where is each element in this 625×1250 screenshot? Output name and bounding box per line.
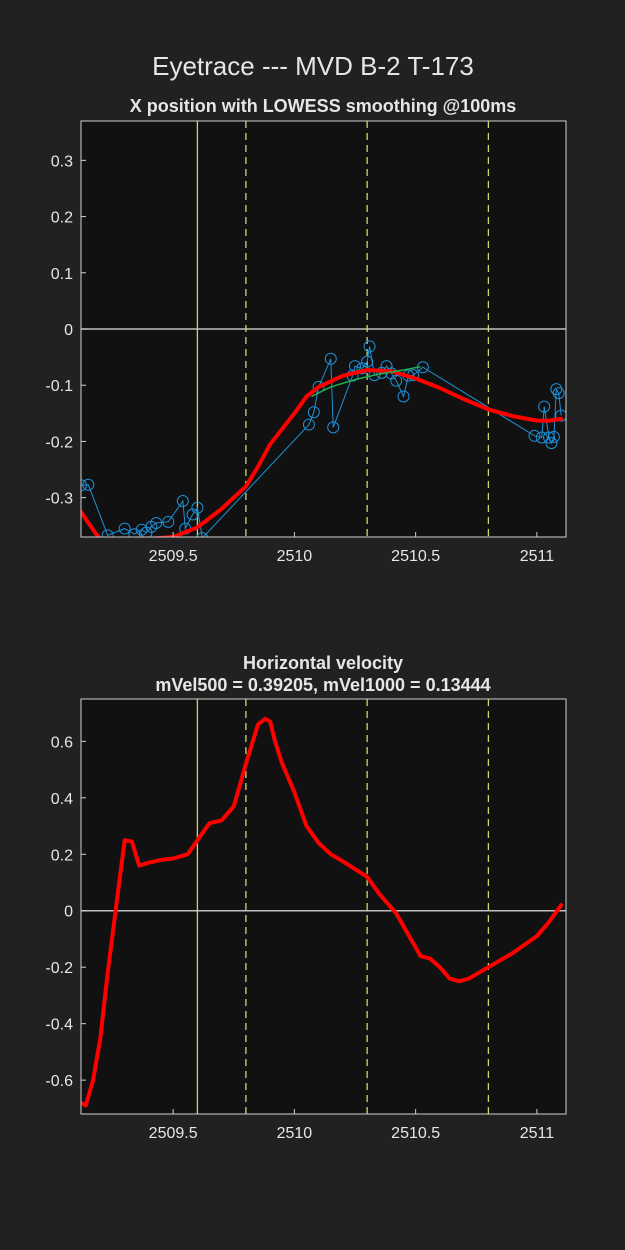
raw-sample-point xyxy=(538,400,551,413)
x-tick-label: 2509.5 xyxy=(149,1125,198,1142)
smoothed-trace-line xyxy=(81,368,564,537)
x-tick-label: 2511 xyxy=(520,1125,555,1142)
raw-sample-point xyxy=(535,431,548,444)
axes-frame xyxy=(80,698,567,1115)
raw-sample-point xyxy=(150,516,163,529)
horizontal-velocity-panel: Horizontal velocity mVel500 = 0.39205, m… xyxy=(45,653,567,1142)
y-tick-label: 0.1 xyxy=(51,266,73,283)
x-tick-label: 2511 xyxy=(520,548,555,565)
raw-sample-point xyxy=(176,495,189,508)
y-tick-label: 0.6 xyxy=(51,734,73,751)
velocity-subtitle: mVel500 = 0.39205, mVel1000 = 0.13444 xyxy=(155,675,490,695)
plot-area xyxy=(81,699,566,1114)
raw-sample-point xyxy=(302,418,315,431)
raw-sample-point xyxy=(361,355,374,368)
y-tick-label: -0.4 xyxy=(45,1017,73,1034)
x-tick-label: 2510 xyxy=(277,548,313,565)
y-tick-label: 0.2 xyxy=(51,847,73,864)
y-tick-label: 0.3 xyxy=(51,153,73,170)
raw-sample-point xyxy=(307,406,320,419)
raw-sample-point xyxy=(545,437,558,450)
x-tick-label: 2510.5 xyxy=(391,1125,440,1142)
raw-sample-point xyxy=(363,340,376,353)
plot-content xyxy=(81,121,566,537)
smoothed-trace-line xyxy=(81,716,564,1108)
raw-sample-point xyxy=(81,479,87,492)
raw-sample-point xyxy=(118,522,131,535)
y-tick-label: -0.2 xyxy=(45,960,73,977)
y-tick-label: -0.1 xyxy=(45,378,73,395)
raw-sample-point xyxy=(550,383,563,396)
y-tick-label: 0.2 xyxy=(51,210,73,227)
x-position-title: X position with LOWESS smoothing @100ms xyxy=(130,96,517,116)
y-tick-label: 0 xyxy=(64,904,73,921)
figure-title: Eyetrace --- MVD B-2 T-173 xyxy=(152,51,474,81)
x-tick-label: 2510.5 xyxy=(391,548,440,565)
raw-sample-point xyxy=(162,515,175,528)
raw-sample-point xyxy=(390,374,403,387)
y-tick-label: 0.4 xyxy=(51,791,73,808)
x-tick-label: 2510 xyxy=(277,1125,313,1142)
plot-content xyxy=(81,699,566,1114)
y-tick-label: -0.3 xyxy=(45,491,73,508)
y-tick-label: -0.6 xyxy=(45,1073,73,1090)
raw-trace-line xyxy=(81,346,562,537)
raw-sample-point xyxy=(196,532,209,537)
raw-sample-point xyxy=(186,508,199,521)
raw-sample-point xyxy=(128,528,141,537)
velocity-title: Horizontal velocity xyxy=(243,653,403,673)
x-position-panel: X position with LOWESS smoothing @100ms … xyxy=(45,96,567,565)
raw-sample-point xyxy=(528,429,541,442)
fit-line xyxy=(311,365,421,398)
raw-sample-point xyxy=(555,409,566,422)
raw-sample-point xyxy=(547,430,560,443)
raw-sample-point xyxy=(327,421,340,434)
raw-sample-point xyxy=(82,478,95,491)
y-tick-label: -0.2 xyxy=(45,434,73,451)
x-tick-label: 2509.5 xyxy=(149,548,198,565)
raw-sample-point xyxy=(543,431,556,444)
raw-sample-point xyxy=(324,352,337,365)
raw-sample-point xyxy=(552,387,565,400)
raw-sample-point xyxy=(191,501,204,514)
raw-sample-point xyxy=(397,390,410,403)
raw-sample-point xyxy=(101,529,114,537)
y-tick-label: 0 xyxy=(64,322,73,339)
